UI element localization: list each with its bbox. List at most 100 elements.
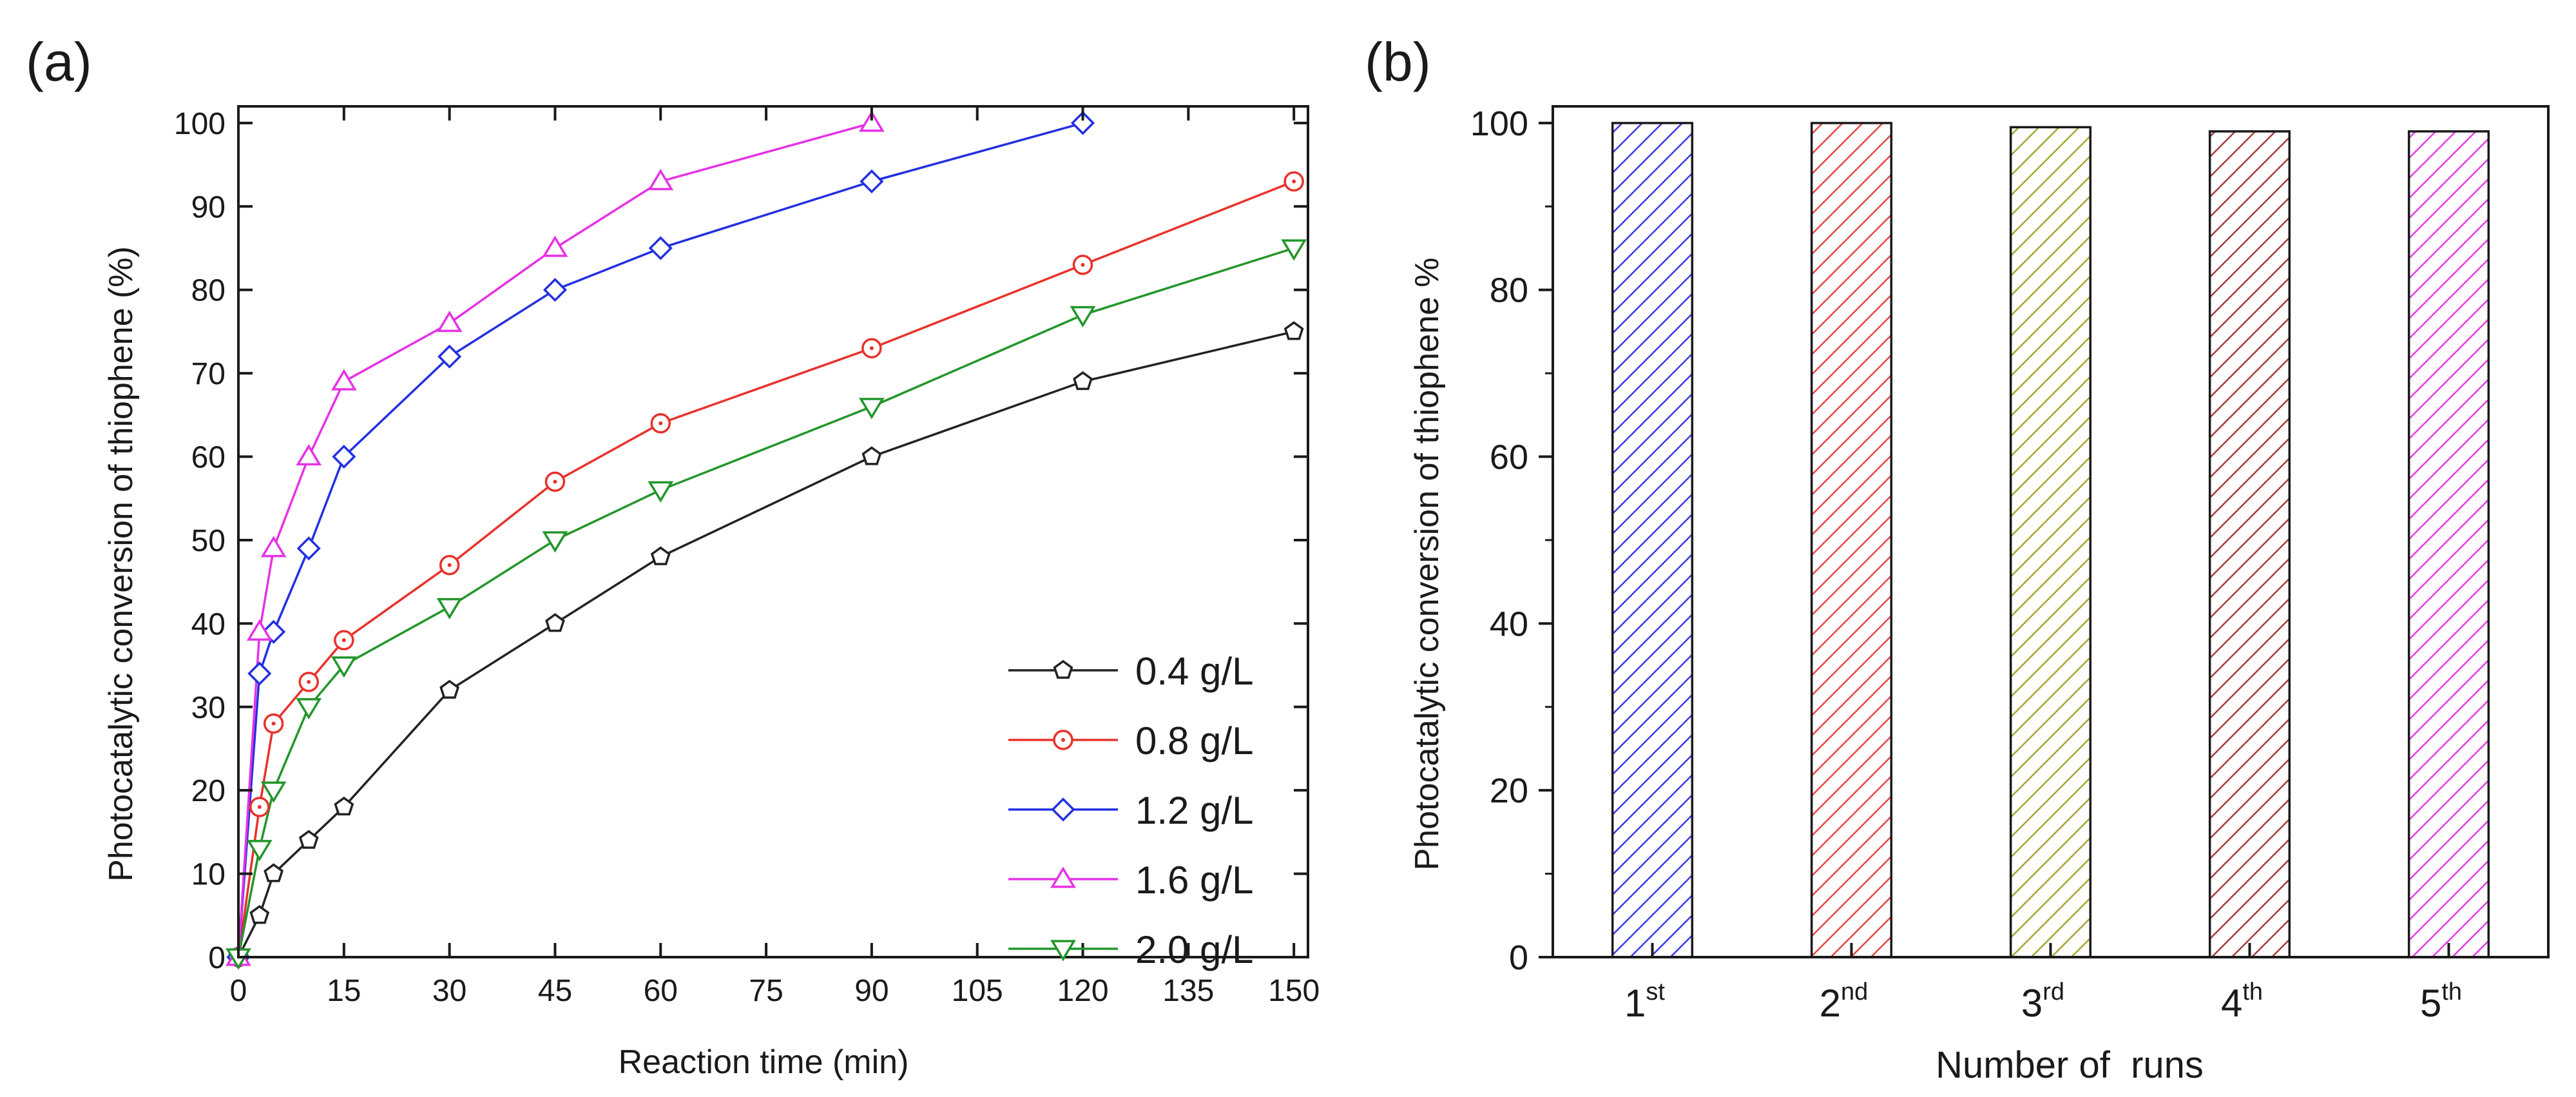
legend-marker xyxy=(1051,797,1075,822)
data-point xyxy=(436,597,463,619)
data-point xyxy=(1073,371,1093,391)
data-point xyxy=(650,546,671,565)
panel-a-axes-frame xyxy=(237,105,1309,958)
data-point xyxy=(1281,239,1307,261)
legend-label: 2.0 g/L xyxy=(1135,928,1254,971)
data-point xyxy=(247,661,272,686)
data-point-dot xyxy=(271,721,276,726)
bar-run-4 xyxy=(2208,130,2291,958)
panel-b-x-axis-label: Number of runs xyxy=(1936,1044,2204,1086)
data-point-dot xyxy=(553,480,557,484)
panel-a-x-tick-label: 60 xyxy=(644,974,678,1008)
bar-run-1 xyxy=(1611,122,1694,958)
legend-marker xyxy=(1053,659,1073,679)
data-point-dot xyxy=(257,805,262,810)
panel-a-y-tick-label: 30 xyxy=(191,691,226,725)
panel-a-y-tick-label: 50 xyxy=(191,524,226,558)
legend-label: 0.8 g/L xyxy=(1135,719,1254,762)
legend-marker xyxy=(1050,866,1076,888)
legend-label: 1.2 g/L xyxy=(1135,789,1254,832)
panel-b-y-tick-label: 40 xyxy=(1490,605,1528,643)
data-point xyxy=(437,344,462,369)
panel-a-x-tick-label: 0 xyxy=(230,974,247,1008)
data-point xyxy=(262,619,286,644)
data-point xyxy=(332,444,356,469)
data-point xyxy=(298,830,319,849)
data-point-dot xyxy=(447,563,452,567)
panel-b-y-tick-label: 60 xyxy=(1490,438,1528,477)
panel-a-y-tick-label: 100 xyxy=(174,107,226,141)
data-point xyxy=(859,398,885,420)
data-point xyxy=(861,446,882,465)
panel-a-x-tick-label: 150 xyxy=(1268,974,1320,1008)
series-line-1-2-g-L xyxy=(237,122,1083,958)
data-point xyxy=(296,698,322,720)
data-point xyxy=(860,169,884,194)
panel-b-x-tick-label: 3rd xyxy=(2021,978,2064,1025)
panel-b-label: (b) xyxy=(1365,32,1431,92)
data-point xyxy=(1070,111,1095,135)
data-point xyxy=(246,619,273,641)
data-point xyxy=(260,536,287,558)
panel-a-y-axis-label: Photocatalytic conversion of thiophene (… xyxy=(102,246,140,882)
panel-a-line-chart: (a) 0 15 30 45 60 75 90 105 120 135 150 0 10 20 30 40 50… xyxy=(26,32,1320,1081)
panel-b-y-tick-label: 100 xyxy=(1470,104,1528,143)
panel-b-x-tick-label: 4th xyxy=(2221,978,2263,1025)
panel-a-x-tick-label: 45 xyxy=(538,974,572,1008)
data-point xyxy=(545,613,565,632)
data-point xyxy=(246,840,273,862)
data-point xyxy=(648,168,674,191)
bar-run-3 xyxy=(2009,126,2092,958)
data-point xyxy=(260,781,287,803)
panel-b-y-tick-label: 80 xyxy=(1490,271,1528,310)
panel-b-x-tick-label: 2nd xyxy=(1820,978,1869,1025)
data-point-dot xyxy=(341,638,346,643)
data-point xyxy=(543,278,568,302)
panel-b-x-tick-label: 5th xyxy=(2420,978,2462,1025)
panel-a-x-axis-label: Reaction time (min) xyxy=(619,1044,909,1081)
data-point xyxy=(859,110,885,132)
panel-b-y-tick-label: 0 xyxy=(1509,938,1528,977)
data-point xyxy=(436,310,463,333)
legend-marker xyxy=(1050,940,1076,962)
data-point xyxy=(1070,306,1096,328)
data-point-dot xyxy=(1292,179,1296,184)
data-point xyxy=(1283,321,1304,340)
panel-a-x-tick-label: 90 xyxy=(854,974,889,1008)
panel-a-x-tick-label: 105 xyxy=(952,974,1003,1008)
legend-marker-dot xyxy=(1061,738,1065,742)
panel-a-y-tick-label: 90 xyxy=(191,190,226,224)
panel-a-y-tick-label: 20 xyxy=(191,774,226,808)
panel-a-y-tick-label: 70 xyxy=(191,357,226,391)
panel-a-x-tick-label: 135 xyxy=(1162,974,1214,1008)
bar-run-2 xyxy=(1810,122,1893,958)
data-point xyxy=(331,369,357,391)
panel-b-x-tick-label: 1st xyxy=(1624,978,1665,1025)
panel-a-y-tick-label: 80 xyxy=(191,274,226,308)
data-point xyxy=(331,656,357,678)
data-point xyxy=(296,536,321,561)
panel-a-y-tick-label: 0 xyxy=(208,941,226,975)
data-point xyxy=(334,796,354,816)
data-point xyxy=(249,905,270,924)
panel-a-y-tick-label: 10 xyxy=(191,858,226,892)
bar-run-5 xyxy=(2407,130,2490,958)
panel-b-y-tick-label: 20 xyxy=(1490,772,1528,810)
data-point xyxy=(542,531,568,553)
panel-a-x-tick-label: 75 xyxy=(749,974,783,1008)
panel-a-x-tick-label: 30 xyxy=(432,974,466,1008)
panel-a-y-tick-label: 40 xyxy=(191,607,226,641)
panel-b-y-axis-label: Photocatalytic conversion of thiophene % xyxy=(1408,257,1446,870)
data-point xyxy=(542,235,568,257)
panel-a-label: (a) xyxy=(26,32,92,92)
panel-a-y-tick-label: 60 xyxy=(191,441,226,475)
panel-a-x-tick-label: 120 xyxy=(1057,974,1108,1008)
data-point-dot xyxy=(1081,262,1085,267)
data-point xyxy=(439,679,460,699)
data-point-dot xyxy=(658,421,663,425)
panel-a-x-tick-label: 15 xyxy=(327,974,361,1008)
data-point xyxy=(648,236,673,260)
data-point xyxy=(648,481,674,503)
panel-a-legend: 0.4 g/L 0.8 g/L 1.2 g/L 1.6 g/L 2.0 g/L xyxy=(1008,650,1254,971)
legend-label: 1.6 g/L xyxy=(1135,859,1254,902)
